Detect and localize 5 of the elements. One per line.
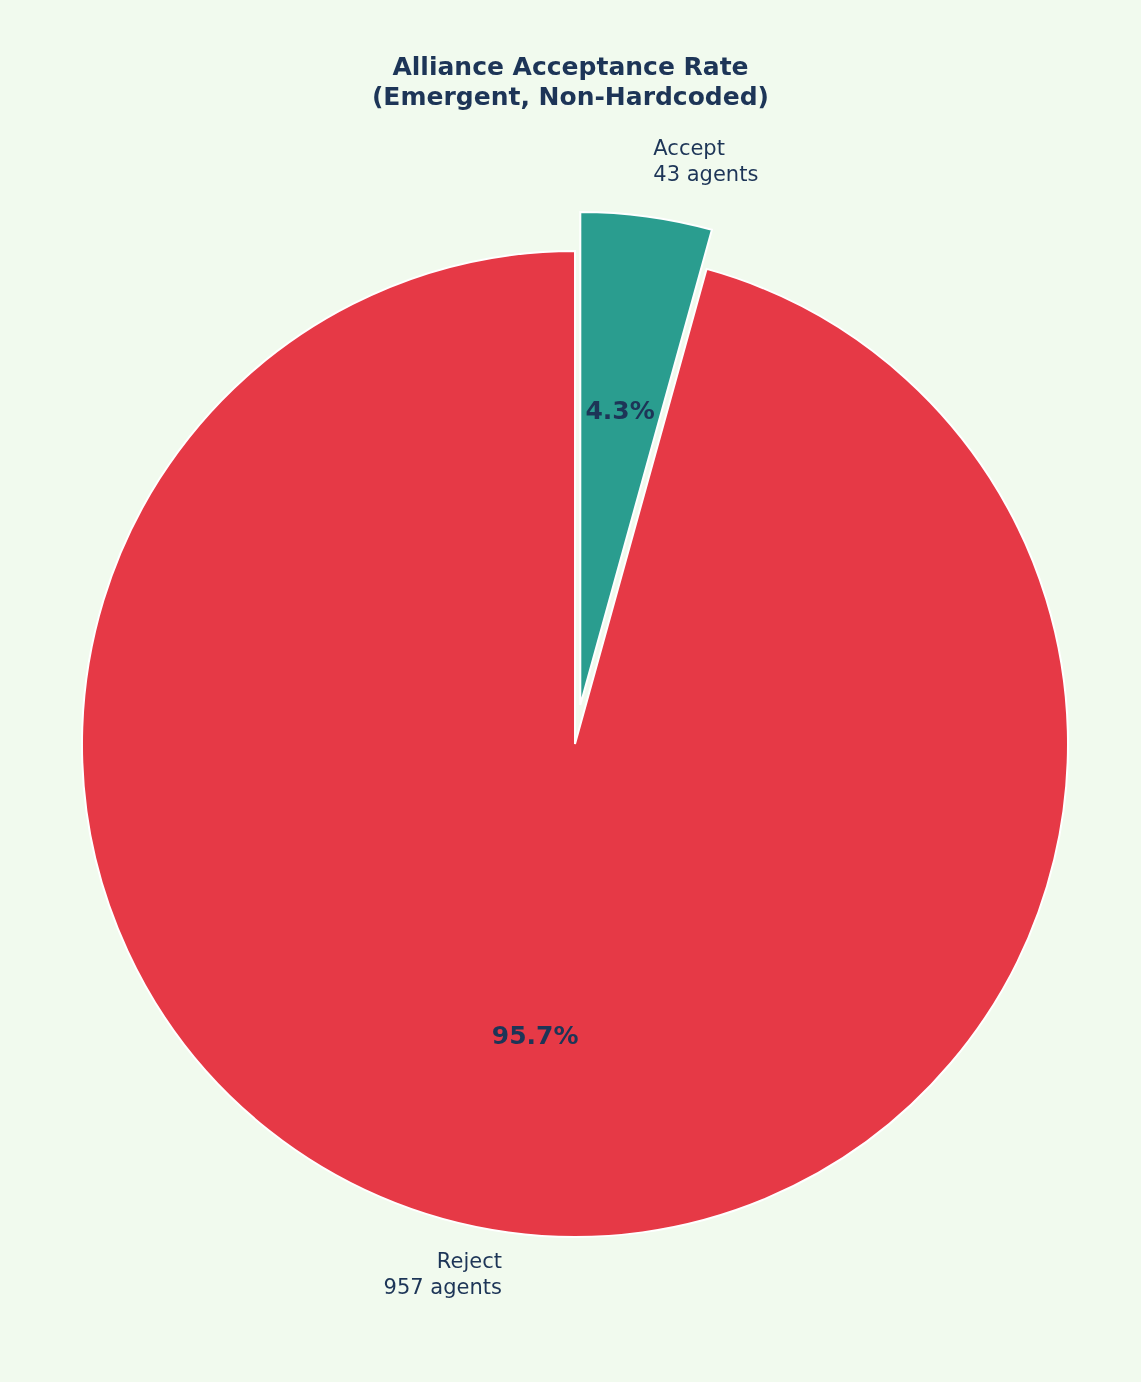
data-label: 4.3% — [585, 395, 655, 425]
slice-label: Reject 957 agents — [383, 1249, 502, 1300]
data-label: 95.7% — [491, 1021, 579, 1051]
slice-label: Accept 43 agents — [653, 135, 759, 186]
chart-title: Alliance Acceptance Rate (Emergent, Non-Hardcoded) — [371, 52, 770, 111]
